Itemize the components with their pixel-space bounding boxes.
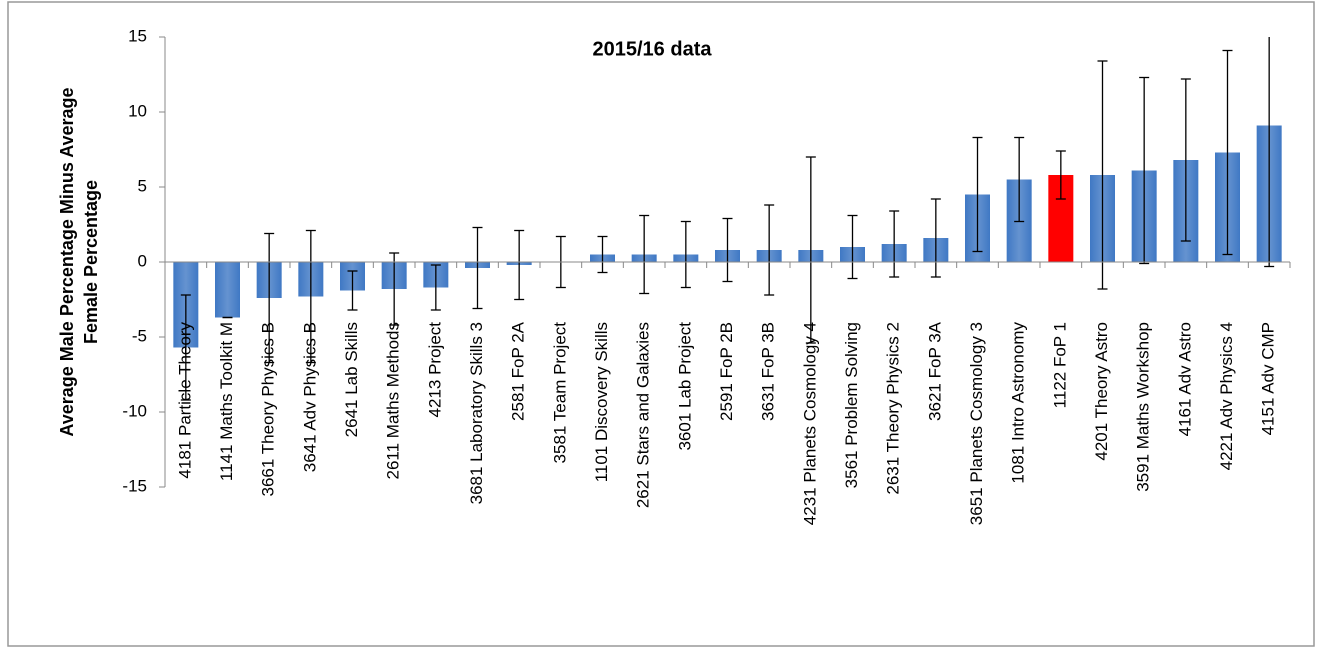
- error-bar: [180, 294, 191, 401]
- y-tick-label: 5: [138, 176, 147, 195]
- x-tick-label: 2631 Theory Physics 2: [884, 322, 903, 495]
- y-axis-title: Average Male Percentage Minus Average Fe…: [57, 87, 101, 436]
- x-tick-label: 1141 Maths Toolkit M: [217, 322, 236, 481]
- error-bar: [1055, 150, 1066, 200]
- x-tick-label: 1101 Discovery Skills: [592, 322, 611, 482]
- error-bar: [430, 264, 441, 311]
- error-bar: [597, 235, 608, 274]
- chart-border: [7, 1, 1315, 647]
- x-tick-label: 3681 Laboratory Skills 3: [467, 322, 486, 504]
- x-tick-label: 4201 Theory Astro: [1092, 322, 1111, 461]
- x-tick-label: 3661 Theory Physics B: [259, 322, 278, 497]
- x-tick-label: 2641 Lab Skills: [342, 322, 361, 437]
- x-tick-label: 3561 Problem Solving: [842, 322, 861, 488]
- x-tick-label: 4151 Adv CMP: [1259, 322, 1278, 435]
- x-tick-label: 3601 Lab Project: [675, 322, 694, 451]
- error-bar: [305, 229, 316, 364]
- error-bar: [764, 204, 775, 296]
- y-tick-label: -15: [122, 476, 147, 495]
- chart-title: 2015/16 data: [593, 38, 713, 60]
- y-tick-label: -5: [132, 326, 147, 345]
- error-bar: [389, 252, 400, 326]
- x-tick-label: 3631 FoP 3B: [759, 322, 778, 421]
- error-bar: [930, 198, 941, 278]
- x-tick-label: 4161 Adv Astro: [1175, 322, 1194, 436]
- y-axis-title-line: Female Percentage: [81, 180, 101, 344]
- error-bar: [722, 217, 733, 283]
- error-bar: [847, 214, 858, 280]
- x-tick-label: 3591 Maths Workshop: [1134, 322, 1153, 492]
- plot-area: [173, 37, 1282, 401]
- bar: [215, 262, 240, 318]
- error-bar: [1014, 136, 1025, 223]
- y-tick-label: 15: [128, 26, 147, 45]
- error-bar: [1139, 76, 1150, 265]
- x-tick-label: 4181 Particle Theory: [175, 322, 194, 479]
- error-bar: [805, 156, 816, 344]
- y-tick-label: 10: [128, 101, 147, 120]
- x-tick-label: 1122 FoP 1: [1050, 322, 1069, 408]
- x-tick-label: 4213 Project: [425, 322, 444, 418]
- y-axis-title-line: Average Male Percentage Minus Average: [57, 87, 77, 436]
- x-tick-label: 2621 Stars and Galaxies: [634, 322, 653, 508]
- error-bar: [972, 136, 983, 253]
- x-tick-label: 2611 Maths Methods: [384, 322, 403, 480]
- error-bar: [1097, 60, 1108, 290]
- error-bar: [264, 232, 275, 364]
- x-tick-label: 3641 Adv Physics B: [300, 322, 319, 472]
- x-tick-label: 4231 Planets Cosmology 4: [800, 322, 819, 525]
- x-tick-label: 2581 FoP 2A: [509, 321, 528, 421]
- y-tick-label: 0: [138, 251, 147, 270]
- x-tick-label: 1081 Intro Astronomy: [1009, 322, 1028, 484]
- error-bar: [347, 270, 358, 311]
- error-bar: [889, 210, 900, 278]
- error-bar: [680, 220, 691, 289]
- error-bar: [1222, 49, 1233, 256]
- x-tick-label: 3581 Team Project: [550, 322, 569, 464]
- error-bar: [1180, 78, 1191, 242]
- error-bar: [472, 226, 483, 310]
- x-tick-label: 4221 Adv Physics 4: [1217, 322, 1236, 470]
- error-bar: [639, 214, 650, 295]
- x-tick-label: 2591 FoP 2B: [717, 322, 736, 421]
- y-tick-label: -10: [122, 401, 147, 420]
- error-bar: [1264, 37, 1275, 268]
- x-tick-label: 3621 FoP 3A: [925, 321, 944, 421]
- error-bar: [514, 229, 525, 301]
- x-tick-label: 3651 Planets Cosmology 3: [967, 322, 986, 525]
